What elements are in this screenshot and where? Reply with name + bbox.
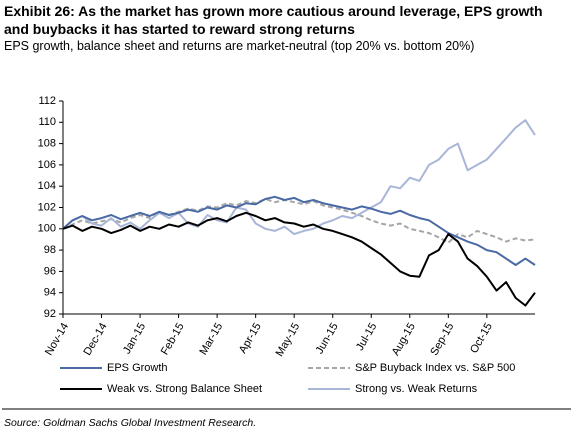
legend-label: EPS Growth bbox=[107, 362, 168, 374]
x-tick-label: Jan-15 bbox=[121, 321, 148, 356]
chart-title: Exhibit 26: As the market has grown more… bbox=[4, 3, 543, 37]
legend-label: Strong vs. Weak Returns bbox=[355, 383, 478, 395]
x-tick-label: Mar-15 bbox=[197, 321, 225, 357]
x-tick-label: Jun-15 bbox=[314, 321, 341, 356]
y-tick-label: 106 bbox=[38, 159, 56, 171]
source: Source: Goldman Sachs Global Investment … bbox=[4, 417, 256, 429]
y-tick-label: 100 bbox=[38, 223, 56, 235]
x-tick-label: Sep-15 bbox=[428, 321, 456, 358]
series-line bbox=[62, 198, 536, 244]
header: Exhibit 26: As the market has grown more… bbox=[4, 2, 569, 54]
x-tick-label: Dec-14 bbox=[82, 321, 110, 358]
y-tick-label: 94 bbox=[44, 287, 56, 299]
legend-label: Weak vs. Strong Balance Sheet bbox=[107, 383, 262, 395]
y-tick-label: 110 bbox=[38, 116, 56, 128]
chart-subtitle: EPS growth, balance sheet and returns ar… bbox=[4, 39, 475, 53]
x-tick-label: Jul-15 bbox=[354, 321, 379, 353]
y-tick-label: 92 bbox=[44, 308, 56, 320]
x-tick-label: Aug-15 bbox=[390, 321, 418, 358]
x-tick-label: Nov-14 bbox=[43, 321, 71, 358]
legend-label: S&P Buyback Index vs. S&P 500 bbox=[355, 362, 515, 374]
series-line bbox=[62, 211, 536, 307]
x-tick-label: Apr-15 bbox=[237, 321, 264, 356]
y-tick-label: 98 bbox=[44, 244, 56, 256]
series-line bbox=[62, 119, 536, 236]
y-tick-label: 104 bbox=[38, 180, 56, 192]
y-tick-label: 112 bbox=[38, 95, 56, 107]
y-tick-label: 102 bbox=[38, 201, 56, 213]
y-tick-label: 108 bbox=[38, 138, 56, 150]
y-tick-label: 96 bbox=[44, 265, 56, 277]
x-tick-label: May-15 bbox=[274, 321, 303, 359]
x-tick-label: Oct-15 bbox=[468, 321, 495, 356]
series-line bbox=[62, 195, 536, 266]
x-tick-label: Feb-15 bbox=[159, 321, 187, 357]
